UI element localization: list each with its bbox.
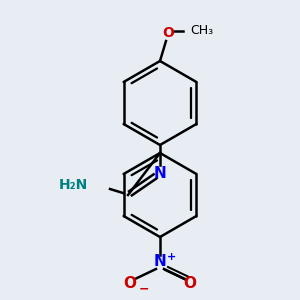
Text: O: O	[184, 277, 196, 292]
Text: −: −	[139, 283, 149, 296]
Text: H₂N: H₂N	[59, 178, 88, 192]
Text: CH₃: CH₃	[190, 23, 213, 37]
Text: O: O	[124, 277, 136, 292]
Text: N: N	[154, 254, 166, 269]
Text: O: O	[162, 26, 174, 40]
Text: +: +	[167, 252, 176, 262]
Text: N: N	[154, 166, 166, 181]
